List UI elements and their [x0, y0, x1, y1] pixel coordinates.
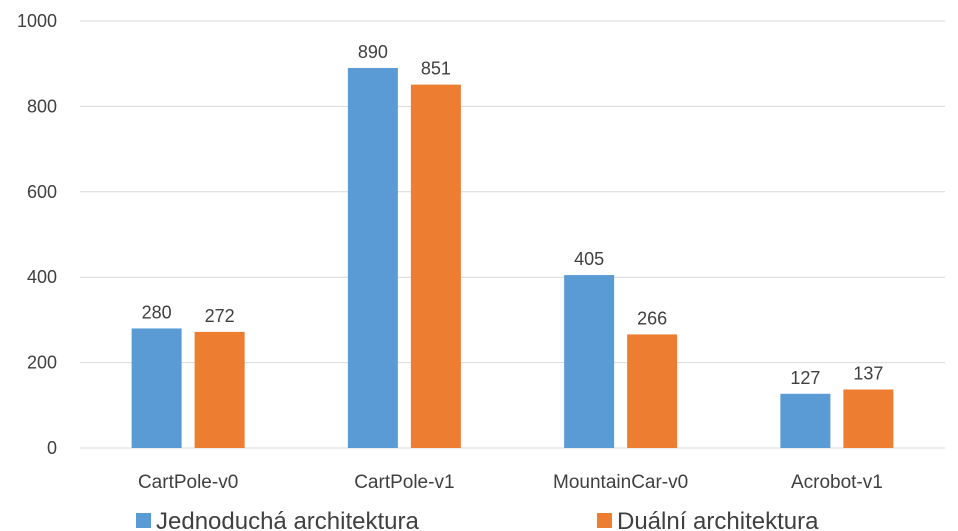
y-tick-label: 400: [27, 267, 57, 287]
data-label: 851: [421, 59, 451, 79]
bar-CartPole-v1-series-0: [347, 67, 398, 448]
bar-CartPole-v0-series-1: [194, 331, 245, 448]
legend-swatch: [597, 513, 612, 528]
category-label: MountainCar-v0: [553, 472, 688, 493]
bars: [131, 67, 894, 449]
legend-label: Duální architektura: [617, 508, 819, 531]
data-label: 137: [853, 364, 883, 384]
legend-swatch: [136, 513, 151, 528]
data-label: 280: [142, 302, 172, 322]
y-tick-label: 0: [47, 438, 57, 458]
bar-MountainCar-v0-series-0: [564, 275, 615, 448]
legend-label: Jednoduchá architektura: [156, 508, 419, 531]
legend: Jednoduchá architektura Duální architektu…: [136, 508, 819, 531]
category-label: CartPole-v1: [354, 472, 454, 493]
category-label: Acrobot-v1: [791, 472, 883, 493]
y-tick-label: 1000: [17, 11, 57, 31]
y-tick-label: 200: [27, 353, 57, 373]
data-label: 272: [205, 306, 235, 326]
x-axis-categories: CartPole-v0 CartPole-v1 MountainCar-v0 Acro…: [138, 472, 883, 493]
y-tick-label: 600: [27, 182, 57, 202]
y-axis-ticks: 0 200 400 600 800 1000: [17, 11, 57, 458]
data-label: 127: [790, 368, 820, 388]
data-label: 266: [637, 308, 667, 328]
bar-CartPole-v1-series-1: [410, 84, 461, 449]
data-labels: 280 272 890 851 405 266 127 137: [142, 42, 884, 388]
y-tick-label: 800: [27, 96, 57, 116]
bar-MountainCar-v0-series-1: [627, 334, 678, 448]
bar-Acrobot-v1-series-0: [780, 393, 831, 448]
bar-CartPole-v0-series-0: [131, 328, 182, 448]
category-label: CartPole-v0: [138, 472, 238, 493]
bar-Acrobot-v1-series-1: [843, 389, 894, 448]
data-label: 890: [358, 42, 388, 62]
data-label: 405: [574, 249, 604, 269]
